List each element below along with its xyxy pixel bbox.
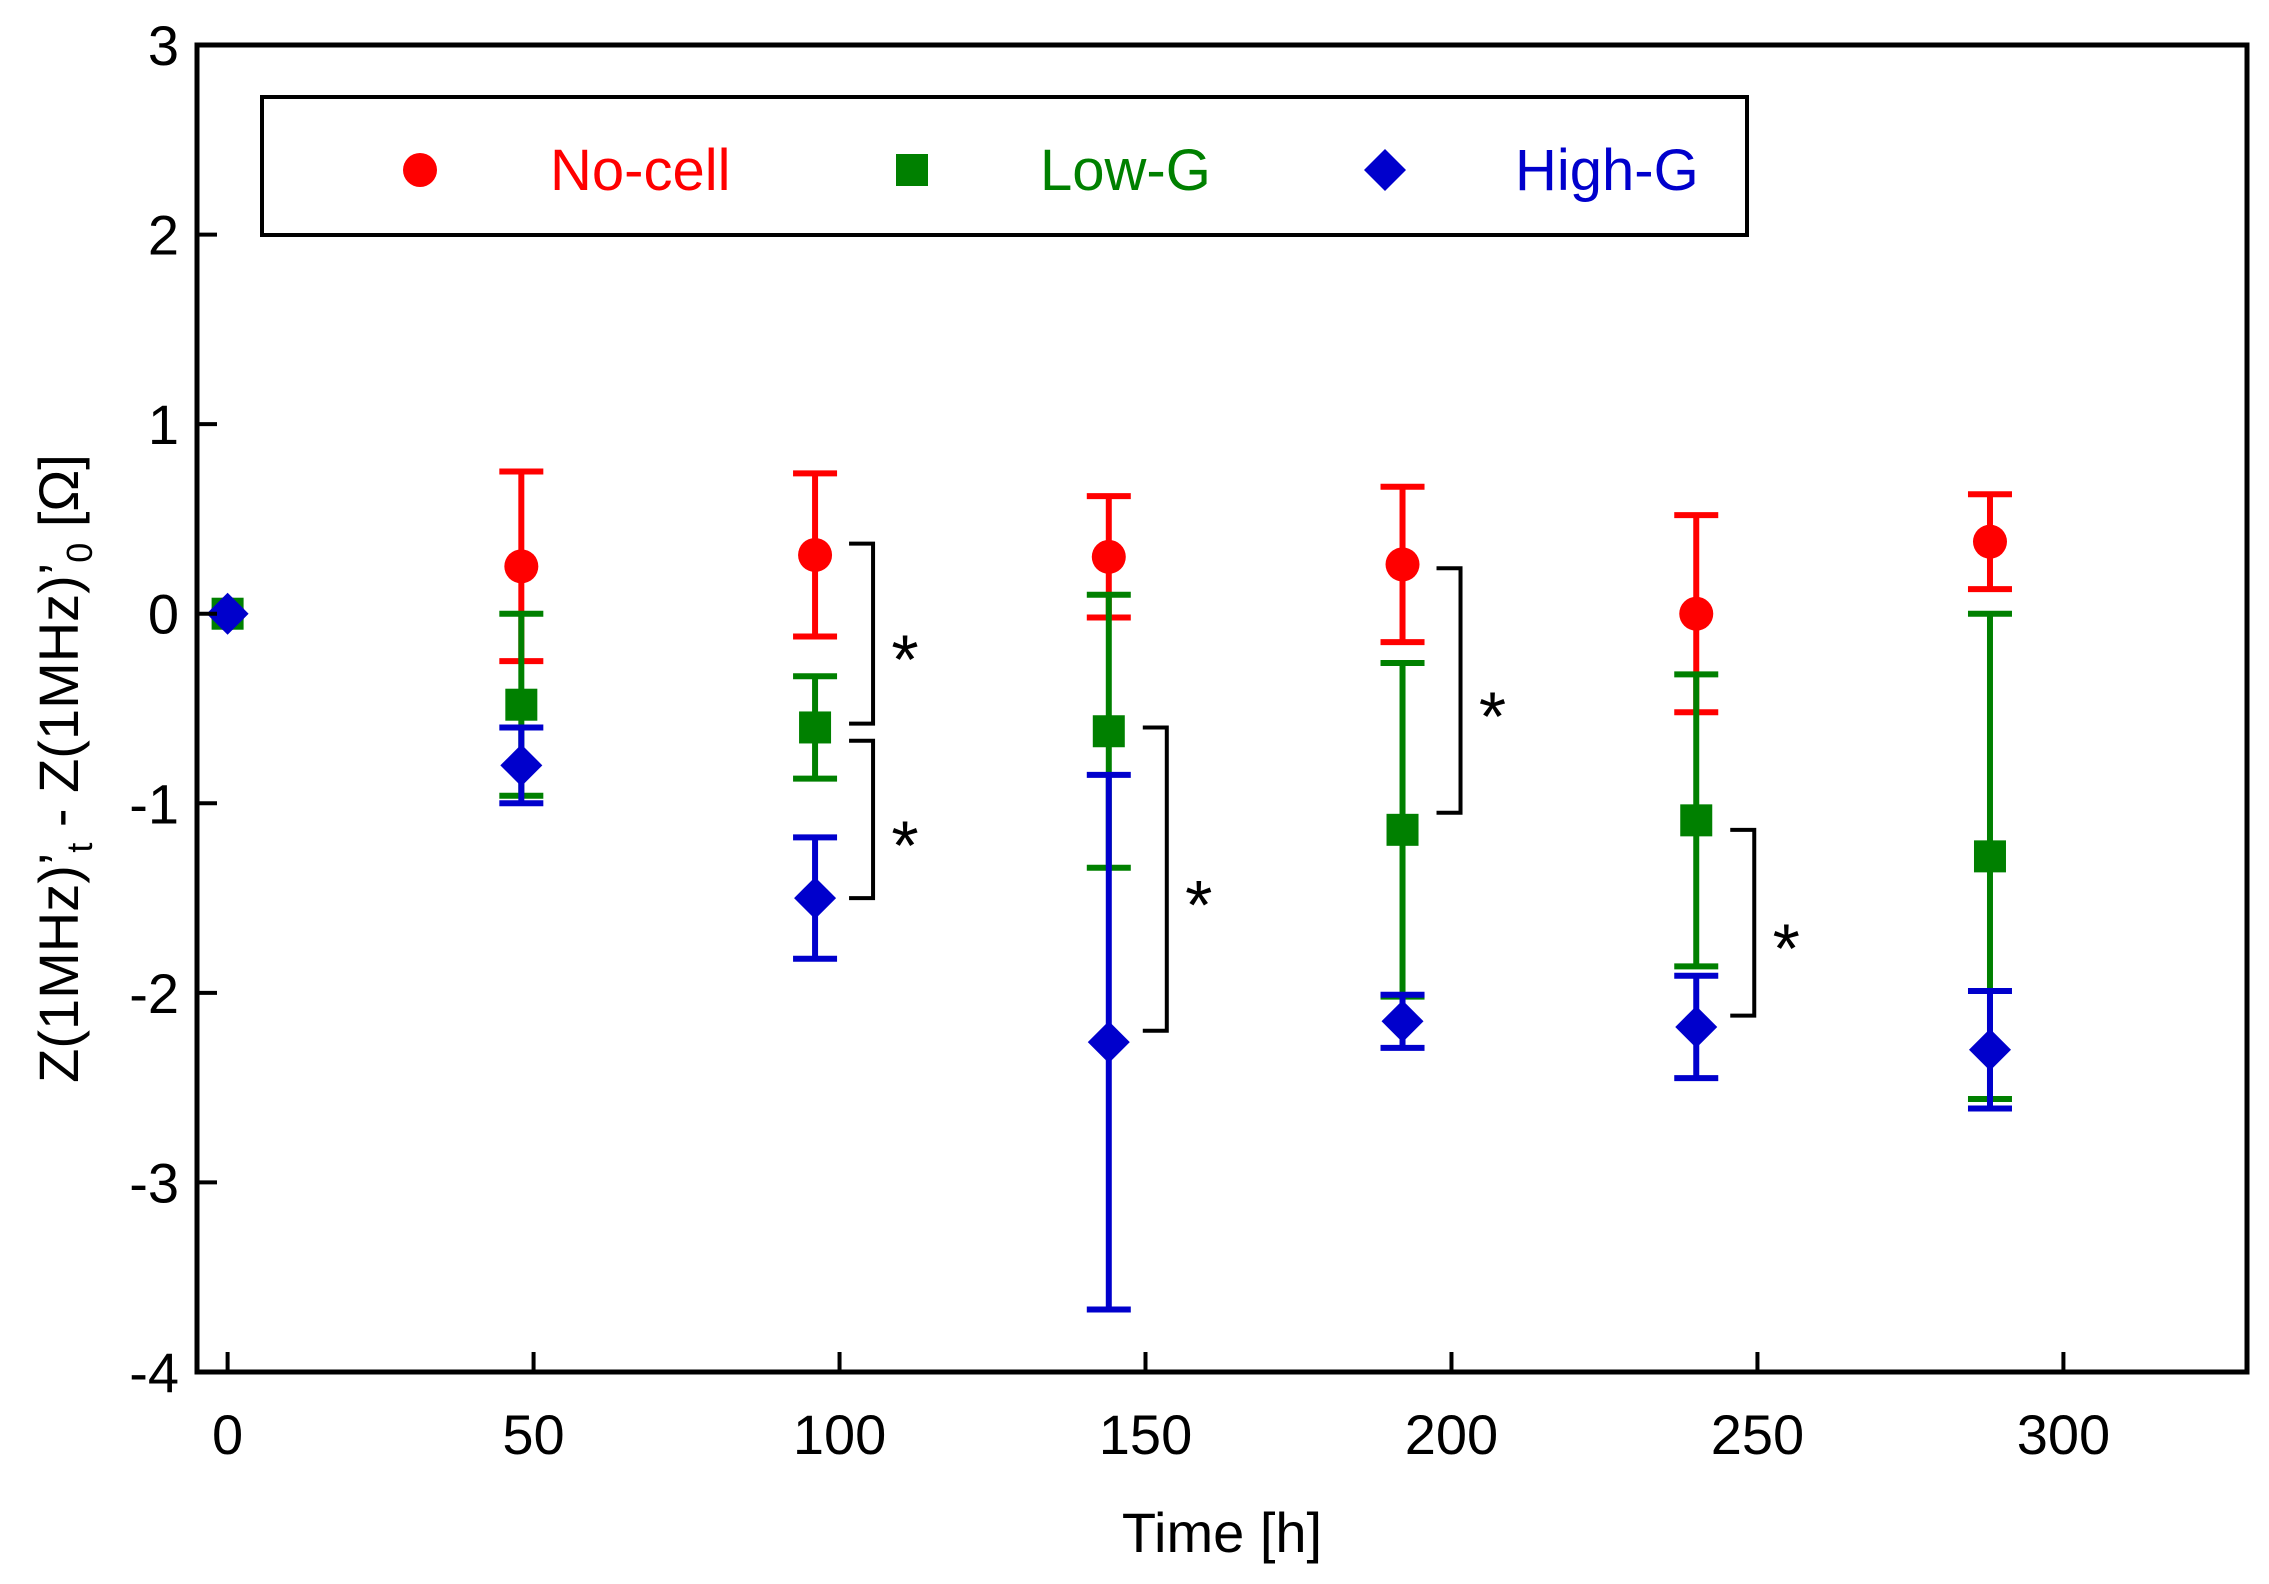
legend-box — [260, 95, 1749, 237]
high-g-point — [1087, 1021, 1130, 1064]
low-g-point — [799, 711, 832, 744]
low-g-point — [1092, 715, 1125, 748]
y-axis-title-mid: - Z(1MHz)’ — [27, 563, 90, 843]
high-g-point — [1968, 1028, 2011, 1071]
significance-bracket — [849, 541, 876, 726]
y-tick-label: 2 — [148, 204, 179, 267]
plot-area-frame — [194, 42, 2250, 1375]
low-g-point — [505, 688, 538, 721]
significance-bracket — [1142, 725, 1169, 1033]
no-cell-point — [798, 537, 833, 572]
y-tick-label: 1 — [148, 393, 179, 456]
significance-bracket — [849, 738, 876, 901]
legend-label-no-cell: No-cell — [550, 138, 731, 203]
x-tick-label: 150 — [1099, 1403, 1192, 1466]
significance-star: * — [1773, 910, 1800, 988]
y-axis-title-unit: [Ω] — [27, 454, 90, 543]
no-cell-point — [1091, 539, 1126, 574]
y-tick-label: -3 — [129, 1151, 179, 1214]
legend-label-low-g: Low-G — [1040, 138, 1211, 203]
y-tick-label: -2 — [129, 962, 179, 1025]
error-bars — [499, 468, 2012, 1313]
y-axis-title-sub-0: 0 — [59, 543, 100, 563]
x-tick-label: 50 — [502, 1403, 564, 1466]
significance-star: * — [891, 621, 918, 699]
low-g-point — [1386, 813, 1419, 846]
legend-label-high-g: High-G — [1515, 138, 1699, 203]
significance-bracket — [1436, 566, 1463, 815]
no-cell-point — [1972, 524, 2007, 559]
x-tick-label: 200 — [1405, 1403, 1498, 1466]
x-axis-title: Time [h] — [1122, 1501, 1322, 1564]
x-tick-label: 0 — [212, 1403, 243, 1466]
no-cell-point — [1679, 596, 1714, 631]
x-tick-label: 250 — [1711, 1403, 1804, 1466]
legend: No-cell Low-G High-G — [260, 95, 1749, 237]
low-g-point — [1973, 840, 2006, 873]
significance-star: * — [891, 806, 918, 884]
high-g-point — [794, 877, 837, 920]
y-axis-title-sub-t: t — [59, 843, 100, 853]
high-g-point — [1381, 1000, 1424, 1043]
y-tick-label: 0 — [148, 583, 179, 646]
x-tick-label: 300 — [2017, 1403, 2110, 1466]
legend-marker-low-g — [896, 154, 928, 186]
y-axis-title-main: Z(1MHz)’ — [27, 853, 90, 1083]
high-g-point — [500, 744, 543, 787]
legend-marker-high-g — [1364, 149, 1406, 191]
y-tick-label: -1 — [129, 772, 179, 835]
y-axis-title: Z(1MHz)’t - Z(1MHz)’0 [Ω] — [27, 454, 100, 1083]
significance-brackets: * * * * * — [849, 541, 1800, 1033]
high-g-point — [1675, 1005, 1718, 1048]
y-tick-label: 3 — [148, 14, 179, 77]
significance-star: * — [1185, 866, 1212, 944]
legend-marker-no-cell — [403, 153, 437, 187]
no-cell-point — [1385, 547, 1420, 582]
low-g-point — [1680, 804, 1713, 837]
x-tick-label: 100 — [793, 1403, 886, 1466]
high-g-point — [206, 592, 249, 635]
y-tick-label: -4 — [129, 1341, 179, 1404]
x-axis-ticks: 0 50 100 150 200 250 300 — [212, 1352, 2110, 1466]
no-cell-point — [504, 549, 539, 584]
significance-star: * — [1479, 677, 1506, 755]
significance-bracket — [1730, 827, 1757, 1018]
data-markers — [206, 524, 2011, 1071]
y-axis-ticks: -4 -3 -2 -1 0 1 2 3 — [129, 14, 217, 1404]
